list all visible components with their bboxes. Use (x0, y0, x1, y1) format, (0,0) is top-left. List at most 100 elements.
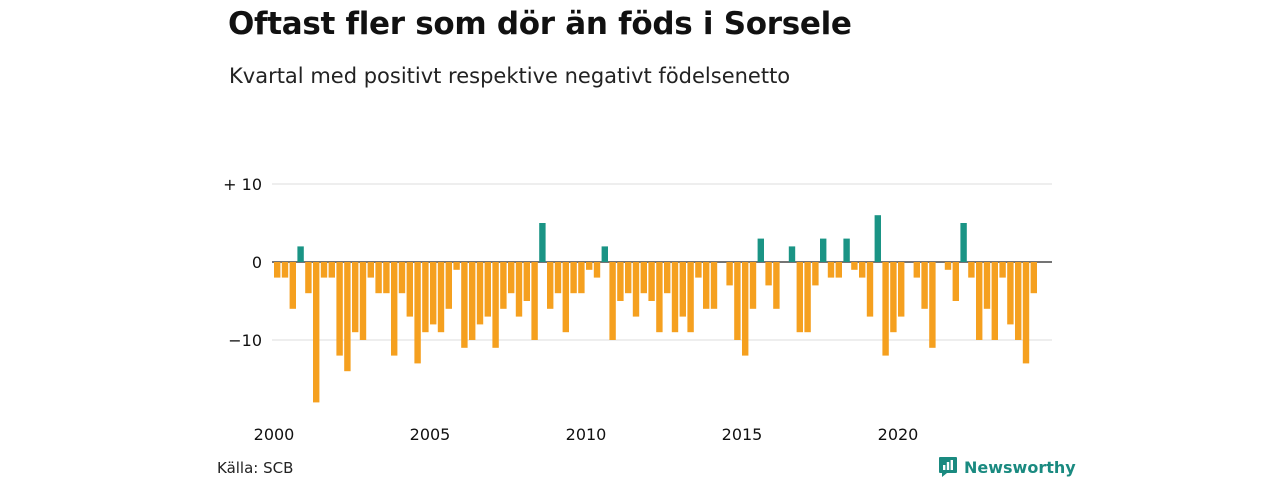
bar-negative (305, 262, 312, 294)
bar-negative (617, 262, 624, 301)
bar-chart: + 10 0 −10 2000 2005 2010 2015 2020 (223, 175, 1052, 444)
bar-negative (274, 262, 281, 278)
bar-negative (422, 262, 429, 333)
bar-negative (773, 262, 780, 309)
bar-negative (336, 262, 343, 356)
bar-negative (406, 262, 413, 317)
x-tick-label: 2020 (878, 425, 919, 444)
bar-negative (437, 262, 445, 333)
bar-negative (1030, 262, 1037, 294)
bar-negative (570, 262, 577, 294)
bar-negative (554, 262, 562, 294)
bar-negative (796, 262, 803, 333)
brand-name: Newsworthy (964, 457, 1076, 477)
bar-negative (547, 262, 554, 309)
bar-positive (601, 246, 608, 262)
bar-negative (445, 262, 452, 309)
bar-negative (710, 262, 718, 309)
bar-positive (874, 215, 881, 262)
bar-negative (835, 262, 842, 278)
bar-negative (999, 262, 1006, 278)
y-tick-label: −10 (228, 331, 262, 350)
bar-negative (281, 262, 289, 278)
bar-negative (586, 262, 593, 270)
bar-negative (866, 262, 874, 317)
x-tick-label: 2010 (566, 425, 607, 444)
bar-negative (375, 262, 382, 294)
bar-negative (515, 262, 523, 317)
bar-negative (359, 262, 367, 340)
bar-negative (983, 262, 991, 309)
bar-negative (1015, 262, 1022, 340)
bar-positive (960, 223, 967, 262)
brand[interactable]: Newsworthy (938, 455, 1076, 479)
bar-negative (898, 262, 905, 317)
bar-negative (765, 262, 772, 286)
x-tick-label: 2000 (254, 425, 295, 444)
bar-positive (757, 238, 764, 262)
bar-negative (804, 262, 811, 333)
bar-negative (367, 262, 374, 278)
bar-negative (726, 262, 733, 286)
bar-negative (664, 262, 671, 294)
x-tick-label: 2015 (722, 425, 763, 444)
bar-negative (500, 262, 507, 309)
bar-positive (539, 223, 546, 262)
bar-negative (625, 262, 632, 294)
bar-negative (679, 262, 686, 317)
bar-negative (991, 262, 998, 340)
chart-title: Oftast fler som dör än föds i Sorsele (228, 6, 852, 42)
bar-negative (508, 262, 515, 294)
bar-negative (313, 262, 320, 403)
bar-negative (562, 262, 569, 333)
y-tick-label: + 10 (223, 175, 262, 194)
bar-negative (344, 262, 351, 372)
bar-negative (383, 262, 390, 294)
bar-negative (632, 262, 640, 317)
source-note: Källa: SCB (217, 459, 294, 477)
bar-negative (578, 262, 585, 294)
bar-negative (929, 262, 936, 348)
bar-negative (430, 262, 437, 325)
bar-negative (609, 262, 616, 340)
bar-negative (648, 262, 655, 301)
bar-negative (391, 262, 398, 356)
bar-positive (820, 238, 827, 262)
bar-negative (703, 262, 710, 309)
bar-negative (695, 262, 702, 278)
bar-negative (352, 262, 359, 333)
bar-negative (414, 262, 421, 364)
bar-negative (1022, 262, 1030, 364)
bar-negative (882, 262, 889, 356)
bar-negative (968, 262, 975, 278)
x-tick-label: 2005 (410, 425, 451, 444)
bar-negative (749, 262, 757, 309)
bar-negative (640, 262, 647, 294)
bar-negative (289, 262, 296, 309)
bar-negative (851, 262, 858, 270)
bar-negative (742, 262, 749, 356)
chart-subtitle: Kvartal med positivt respektive negativt… (229, 64, 791, 88)
bar-negative (523, 262, 530, 301)
bar-negative (812, 262, 819, 286)
bar-positive (843, 238, 850, 262)
bar-negative (734, 262, 741, 340)
newsworthy-logo-icon (939, 457, 957, 477)
bar-negative (827, 262, 835, 278)
bar-negative (469, 262, 476, 340)
bar-negative (461, 262, 468, 348)
bar-negative (687, 262, 694, 333)
bar-negative (921, 262, 928, 309)
bar-negative (476, 262, 484, 325)
bar-negative (492, 262, 499, 348)
bar-negative (656, 262, 663, 333)
bar-negative (453, 262, 460, 270)
bar-negative (398, 262, 406, 294)
bar-negative (859, 262, 866, 278)
y-tick-label: 0 (252, 253, 262, 272)
bar-negative (944, 262, 952, 270)
bar-negative (890, 262, 897, 333)
bar-negative (913, 262, 920, 278)
bar-negative (952, 262, 959, 301)
bar-positive (297, 246, 304, 262)
